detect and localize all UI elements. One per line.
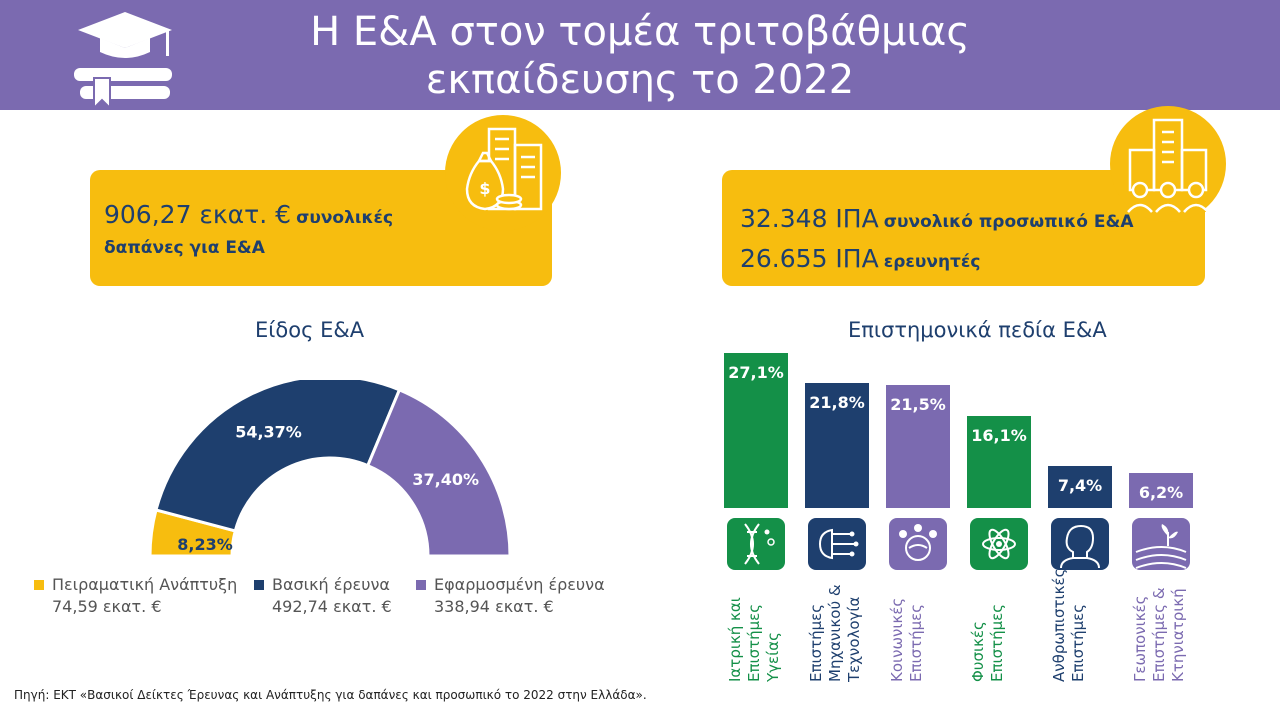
title-line-1: Η Ε&Α στον τομέα τριτοβάθμιας [310,9,970,55]
legend-swatch-applied [416,580,426,590]
legend-item-applied: Εφαρμοσμένη έρευνα 338,94 εκατ. € [416,574,605,618]
legend-swatch-basic [254,580,264,590]
donut-slice-applied [365,387,512,558]
donut-slice-applied-label: 37,40% [412,470,479,489]
expenditure-icon-circle: $ [445,115,561,231]
legend-item-basic: Βασική έρευνα 492,74 εκατ. € [254,574,392,618]
personnel-total-label: συνολικό προσωπικό Ε&Α [883,212,1134,232]
category-label-medical: Ιατρική και Επιστήμες Υγείας [726,597,782,682]
donut-slice-basic-label: 54,37% [235,422,302,441]
bar-value-medical: 27,1% [728,363,784,382]
category-label-humanities: Ανθρωπιστικές Επιστήμες [1050,568,1087,682]
donut-slice-experimental-label: 8,23% [177,535,233,554]
rd-type-half-donut-chart: 8,23% 54,37% 37,40% [148,380,512,558]
svg-text:$: $ [479,179,490,198]
donut-slice-basic [154,380,402,533]
legend-swatch-experimental [34,580,44,590]
personnel-icon-circle [1110,106,1226,222]
legend-amount-basic: 492,74 εκατ. € [272,597,392,616]
bar-medical [724,353,788,508]
building-people-icon [1127,118,1209,213]
human-head-icon [1051,518,1109,570]
source-note: Πηγή: ΕΚΤ «Βασικοί Δείκτες Έρευνας και Α… [14,688,647,702]
graduation-cap-books-icon [74,12,172,108]
bar-engineering [805,383,869,508]
field-sprout-icon [1132,518,1190,570]
legend-label-experimental: Πειραματική Ανάπτυξη [52,575,238,594]
legend-amount-experimental: 74,59 εκατ. € [52,597,162,616]
total-expenditure-label-b: δαπάνες για Ε&Α [104,238,265,258]
personnel-total-value: 32.348 ΙΠΑ [740,204,879,233]
researchers-label: ερευνητές [883,252,981,272]
dna-icon [727,518,785,570]
page-title: Η Ε&Α στον τομέα τριτοβάθμιας εκπαίδευση… [250,8,1030,104]
bar-social [886,385,950,508]
legend-item-experimental: Πειραματική Ανάπτυξη 74,59 εκατ. € [34,574,237,618]
bar-value-natural: 16,1% [971,425,1027,445]
bar-value-social: 21,5% [890,395,946,415]
total-expenditure-label-a: συνολικές [296,208,394,228]
bars-section-title: Επιστημονικά πεδία Ε&Α [848,318,1107,342]
category-label-engineering: Επιστήμες Μηχανικού & Τεχνολογία [807,584,863,682]
people-globe-icon [889,518,947,570]
circuit-brain-icon [808,518,866,570]
atom-icon [970,518,1028,570]
total-expenditure-value: 906,27 εκατ. € [104,200,291,229]
bar-humanities [1048,465,1112,508]
legend-amount-applied: 338,94 εκατ. € [434,597,554,616]
bar-natural [967,415,1031,508]
researchers-value: 26.655 ΙΠΑ [740,244,879,273]
category-label-social: Κοινωνικές Επιστήμες [888,597,925,682]
category-label-natural: Φυσικές Επιστήμες [969,603,1006,682]
header-banner: Η Ε&Α στον τομέα τριτοβάθμιας εκπαίδευση… [0,0,1280,110]
bar-value-agricultural: 6,2% [1138,482,1184,502]
money-bag-buildings-icon: $ [465,127,543,211]
bar-value-engineering: 21,8% [809,393,865,413]
bar-value-humanities: 7,4% [1057,475,1103,495]
legend-label-basic: Βασική έρευνα [272,575,390,594]
donut-section-title: Είδος Ε&Α [255,318,365,342]
title-line-2: εκπαίδευσης το 2022 [425,57,855,103]
legend-label-applied: Εφαρμοσμένη έρευνα [434,575,605,594]
category-label-agricultural: Γεωπονικές Επιστήμες & Κτηνιατρική [1131,587,1187,682]
bar-agricultural [1129,472,1193,508]
